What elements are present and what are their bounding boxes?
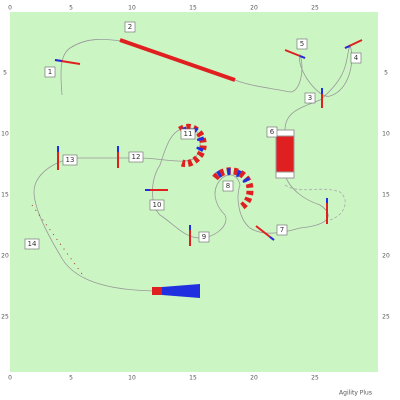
chute	[162, 284, 200, 298]
y-tick-label: 5	[3, 70, 7, 77]
obstacle-number: 3	[308, 94, 312, 102]
obstacle-number: 8	[226, 182, 230, 190]
obstacle-number: 1	[48, 68, 52, 76]
y-tick-label: 5	[384, 70, 388, 77]
x-tick-label: 0	[8, 375, 12, 382]
y-tick-label: 10	[382, 131, 390, 138]
y-tick-label: 20	[1, 253, 9, 260]
y-tick-label: 15	[1, 192, 9, 199]
obstacle-number: 13	[66, 156, 75, 164]
alt-path	[284, 184, 346, 221]
x-tick-label: 5	[69, 375, 73, 382]
y-tick-label: 10	[1, 131, 9, 138]
number-labels: 1 2 3 4 5 6 7 8 9 10 11 12 13 14	[24, 21, 362, 250]
footer: Agility Plus	[339, 390, 372, 397]
jumps	[54, 39, 363, 246]
obstacle-number: 10	[153, 201, 162, 209]
x-tick-label: 25	[311, 375, 319, 382]
obstacle-number: 11	[184, 130, 193, 138]
curved-tunnel	[178, 124, 207, 168]
y-tick-label: 20	[382, 253, 390, 260]
x-tick-label: 20	[250, 375, 258, 382]
obstacle-number: 12	[132, 153, 141, 161]
y-tick-label: 25	[1, 314, 9, 321]
x-tick-label: 10	[128, 375, 136, 382]
x-tick-label: 0	[8, 5, 12, 12]
obstacle-number: 14	[28, 240, 37, 248]
obstacle-number: 6	[270, 128, 275, 136]
obstacle-number: 7	[280, 226, 284, 234]
x-tick-label: 10	[128, 5, 136, 12]
chute-entry	[152, 287, 162, 295]
tunnel	[275, 135, 295, 175]
x-tick-label: 20	[250, 5, 258, 12]
curved-tunnel	[182, 126, 205, 155]
obstacle-number: 4	[354, 54, 359, 62]
tunnel-end	[275, 171, 295, 179]
dogwalk	[119, 38, 236, 82]
x-tick-label: 15	[189, 5, 197, 12]
field	[10, 12, 378, 372]
tunnel-end	[275, 129, 295, 137]
dog-path	[33, 38, 353, 292]
x-tick-label: 5	[69, 5, 73, 12]
obstacle-number: 2	[128, 23, 132, 31]
y-tick-label: 15	[382, 192, 390, 199]
obstacle-number: 5	[300, 40, 304, 48]
y-tick-label: 25	[382, 314, 390, 321]
obstacle-number: 9	[202, 233, 206, 241]
x-tick-label: 15	[189, 375, 197, 382]
curved-tunnel	[212, 167, 254, 212]
x-tick-label: 25	[311, 5, 319, 12]
